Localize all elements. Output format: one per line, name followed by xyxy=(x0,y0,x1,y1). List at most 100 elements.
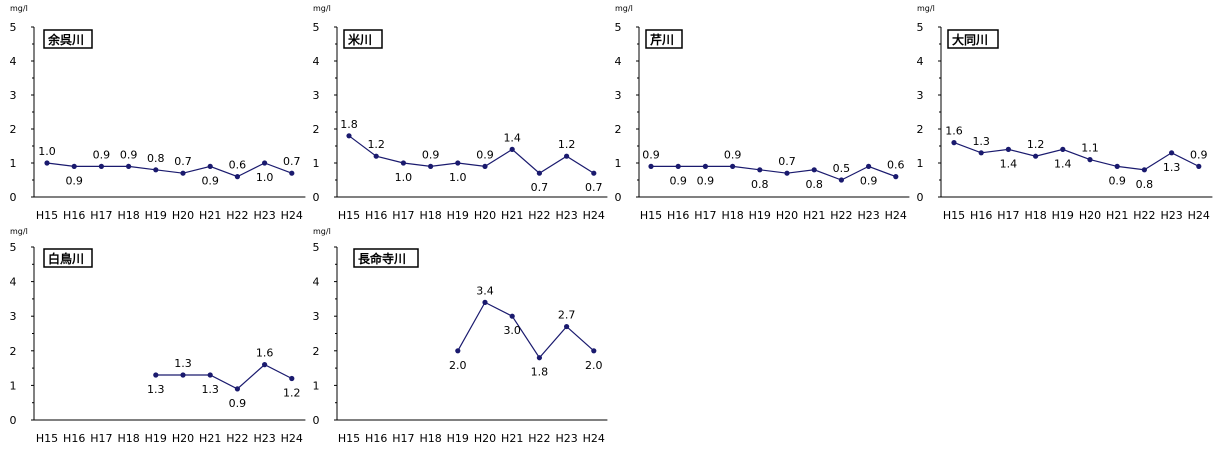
x-tick-label: H17 xyxy=(90,209,112,222)
data-point xyxy=(951,140,957,146)
x-tick-label: H18 xyxy=(721,209,743,222)
data-point xyxy=(455,348,461,354)
data-label: 1.0 xyxy=(449,171,467,184)
data-point xyxy=(126,163,132,169)
x-tick-label: H18 xyxy=(117,209,139,222)
data-label: 0.5 xyxy=(833,162,851,175)
data-label: 1.3 xyxy=(972,135,990,148)
data-label: 0.9 xyxy=(476,148,494,161)
data-point xyxy=(509,146,515,152)
data-point xyxy=(978,150,984,156)
data-point xyxy=(811,167,817,173)
y-tick-label: 1 xyxy=(615,157,622,170)
data-label: 0.7 xyxy=(778,155,796,168)
x-tick-label: H21 xyxy=(501,432,523,445)
data-point xyxy=(400,160,406,166)
y-tick-label: 5 xyxy=(10,21,17,34)
y-tick-label: 2 xyxy=(10,123,17,136)
chart-title-box xyxy=(43,29,93,49)
y-tick-label: 5 xyxy=(10,241,17,254)
data-point xyxy=(207,163,213,169)
data-point xyxy=(536,170,543,176)
y-tick-label: 0 xyxy=(313,191,320,204)
chart-title-box xyxy=(645,29,683,49)
data-label: 1.3 xyxy=(1163,161,1181,174)
data-label: 0.9 xyxy=(724,148,742,161)
x-tick-label: H21 xyxy=(501,209,523,222)
x-tick-label: H22 xyxy=(226,209,248,222)
y-tick-label: 1 xyxy=(313,157,320,170)
x-tick-label: H16 xyxy=(365,432,387,445)
y-tick-label: 0 xyxy=(10,414,17,427)
x-tick-label: H24 xyxy=(281,432,303,445)
data-point xyxy=(207,372,213,378)
data-point xyxy=(153,167,159,173)
series-line xyxy=(155,363,293,390)
data-label: 0.9 xyxy=(65,174,83,187)
x-tick-label: H16 xyxy=(970,209,992,222)
x-tick-label: H17 xyxy=(997,209,1019,222)
chart-title: 余呉川 xyxy=(47,32,84,47)
y-tick-label: 4 xyxy=(313,276,320,289)
data-label: 0.9 xyxy=(669,174,687,187)
data-point xyxy=(1141,167,1147,173)
y-tick-label: 2 xyxy=(917,123,924,136)
data-point xyxy=(784,170,790,176)
y-tick-label: 0 xyxy=(313,414,320,427)
y-tick-label: 3 xyxy=(917,89,924,102)
data-point xyxy=(536,355,543,361)
data-label: 1.2 xyxy=(558,138,576,151)
data-label: 1.4 xyxy=(1054,157,1072,170)
data-point xyxy=(428,163,434,169)
x-tick-label: H19 xyxy=(749,209,771,222)
y-tick-label: 3 xyxy=(10,89,17,102)
chart-title: 長命寺川 xyxy=(358,251,406,266)
x-tick-label: H23 xyxy=(253,432,275,445)
x-tick-label: H19 xyxy=(447,432,469,445)
data-point xyxy=(1060,146,1066,152)
x-tick-label: H21 xyxy=(199,432,221,445)
chart-title-box xyxy=(343,29,383,49)
series-line xyxy=(46,162,293,178)
x-tick-label: H24 xyxy=(1188,209,1210,222)
data-label: 0.9 xyxy=(1108,174,1126,187)
y-tick-label: 3 xyxy=(615,89,622,102)
y-tick-label: 2 xyxy=(10,345,17,358)
data-point xyxy=(180,170,186,176)
y-tick-label: 2 xyxy=(313,345,320,358)
data-point xyxy=(1169,150,1175,156)
unit-label: mg/l xyxy=(917,4,935,13)
x-tick-label: H23 xyxy=(253,209,275,222)
x-tick-label: H15 xyxy=(338,209,360,222)
y-tick-label: 4 xyxy=(10,276,17,289)
y-tick-label: 0 xyxy=(615,191,622,204)
data-label: 1.2 xyxy=(283,386,301,399)
chart-title: 米川 xyxy=(348,32,372,47)
y-tick-label: 5 xyxy=(313,241,320,254)
x-tick-label: H24 xyxy=(885,209,907,222)
data-label: 1.8 xyxy=(531,366,549,379)
data-point xyxy=(262,160,268,166)
data-label: 0.9 xyxy=(229,397,247,410)
data-point xyxy=(648,163,654,169)
y-tick-label: 2 xyxy=(313,123,320,136)
data-point xyxy=(44,160,50,166)
data-point xyxy=(1196,163,1202,169)
data-label: 0.9 xyxy=(120,148,138,161)
unit-label: mg/l xyxy=(313,4,331,13)
data-label: 1.6 xyxy=(945,125,963,138)
x-tick-label: H19 xyxy=(1052,209,1074,222)
x-tick-label: H16 xyxy=(63,432,85,445)
x-tick-label: H17 xyxy=(694,209,716,222)
x-tick-label: H19 xyxy=(447,209,469,222)
y-tick-label: 3 xyxy=(10,310,17,323)
data-label: 1.0 xyxy=(256,171,274,184)
data-label: 2.0 xyxy=(585,359,603,372)
y-tick-label: 5 xyxy=(615,21,622,34)
x-tick-label: H20 xyxy=(172,209,194,222)
x-tick-label: H18 xyxy=(117,432,139,445)
data-label: 1.0 xyxy=(395,171,413,184)
data-point xyxy=(591,348,597,354)
data-label: 2.0 xyxy=(449,359,467,372)
x-tick-label: H18 xyxy=(1024,209,1046,222)
